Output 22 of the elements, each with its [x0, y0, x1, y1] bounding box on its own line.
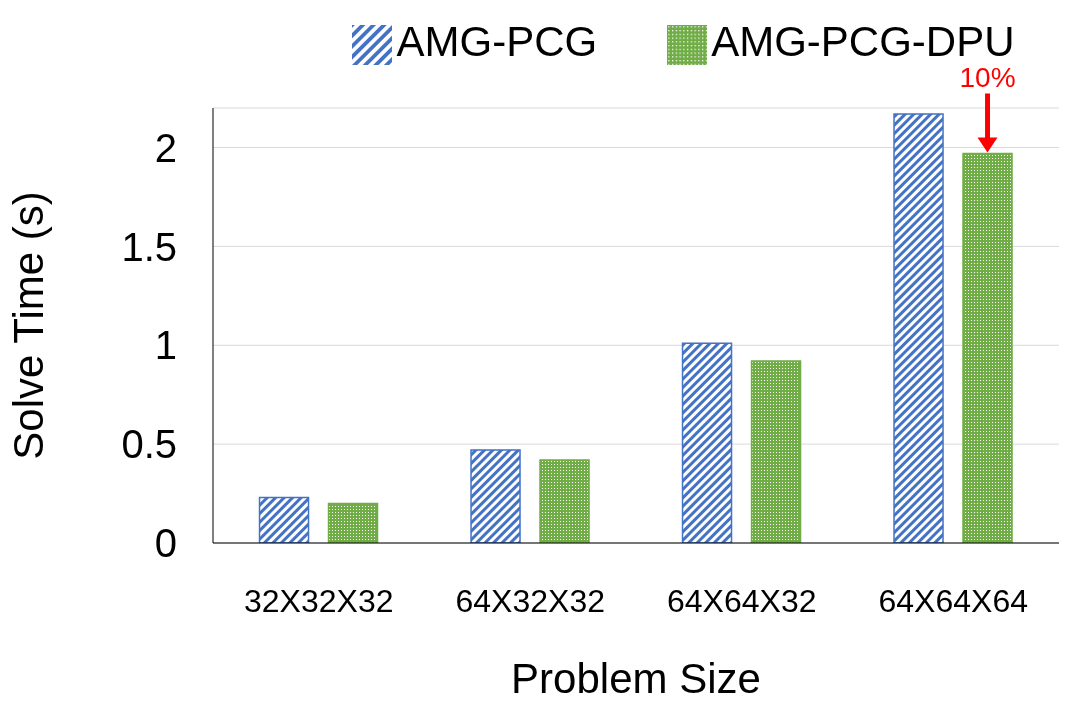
- x-tick-label: 64X64X32: [667, 582, 817, 619]
- x-axis-title: Problem Size: [511, 655, 761, 702]
- y-tick-label: 2: [154, 125, 177, 170]
- x-tick-label: 64X64X64: [878, 582, 1028, 619]
- y-tick-label: 0: [154, 521, 177, 566]
- bar: [681, 342, 733, 543]
- text: 10%: [959, 62, 1016, 94]
- bar: [893, 113, 944, 543]
- legend-label: AMG-PCG: [396, 18, 598, 65]
- y-tick-label: 1: [154, 323, 177, 368]
- y-tick-label: 1.5: [121, 224, 177, 269]
- y-axis-title: Solve Time (s): [4, 191, 52, 460]
- bar: [962, 152, 1013, 543]
- x-tick-label: 32X32X32: [244, 582, 394, 619]
- legend-label: AMG-PCG-DPU: [711, 18, 1015, 65]
- x-tick-label: 64X32X32: [455, 582, 605, 619]
- y-tick-label: 0.5: [121, 422, 177, 467]
- bar: [258, 496, 310, 543]
- bar: [750, 360, 802, 543]
- bar: [327, 502, 379, 543]
- bar: [539, 459, 590, 543]
- bar: [470, 449, 521, 543]
